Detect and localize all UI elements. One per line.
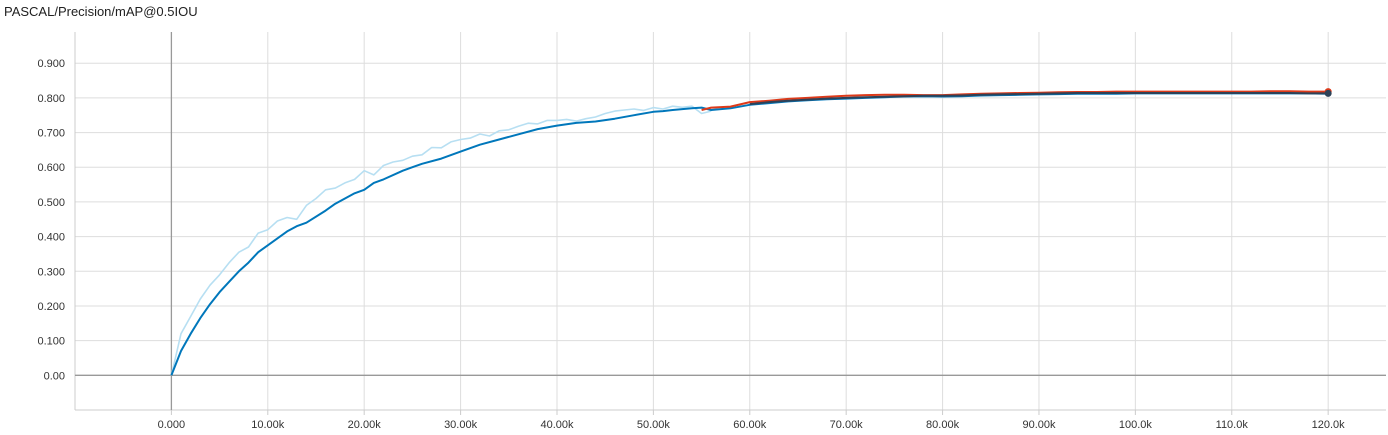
tick-labels: 0.000 10.00k 20.00k 30.00k 40.00k 50.00k 60.00… [37,58,1345,431]
x-tick-label: 80.00k [926,419,960,431]
x-tick-label: 100.0k [1119,419,1153,431]
y-tick-label: 0.200 [37,301,65,313]
x-tick-label: 110.0k [1216,419,1249,431]
x-tick-label: 0.000 [158,419,186,431]
y-tick-label: 0.300 [37,266,65,278]
x-tick-label: 60.00k [733,419,767,431]
x-tick-label: 30.00k [444,419,478,431]
x-tick-label: 70.00k [830,419,864,431]
x-tick-label: 90.00k [1022,419,1056,431]
series-lines [170,90,1329,376]
end-marker-dark-blue [1324,89,1332,97]
axes [74,32,1386,415]
y-tick-label: 0.500 [37,197,65,209]
y-tick-label: 0.400 [37,232,65,244]
y-tick-label: 0.600 [37,162,65,174]
y-tick-label: 0.100 [37,336,65,348]
x-tick-label: 20.00k [348,419,382,431]
series-line-dark-blue [749,92,1329,106]
x-tick-label: 50.00k [637,419,671,431]
end-markers [1324,88,1332,97]
y-tick-label: 0.800 [37,93,65,105]
chart-title: PASCAL/Precision/mAP@0.5IOU [4,4,198,19]
y-tick-label: 0.900 [37,58,65,70]
y-tick-label: 0.00 [44,370,65,382]
series-line-smoothed-orange [701,90,1329,111]
x-tick-label: 40.00k [540,419,574,431]
y-tick-label: 0.700 [37,128,65,140]
grid [75,32,1386,410]
x-tick-label: 10.00k [251,419,285,431]
series-line-raw [170,105,712,376]
x-tick-label: 120.0k [1312,419,1346,431]
